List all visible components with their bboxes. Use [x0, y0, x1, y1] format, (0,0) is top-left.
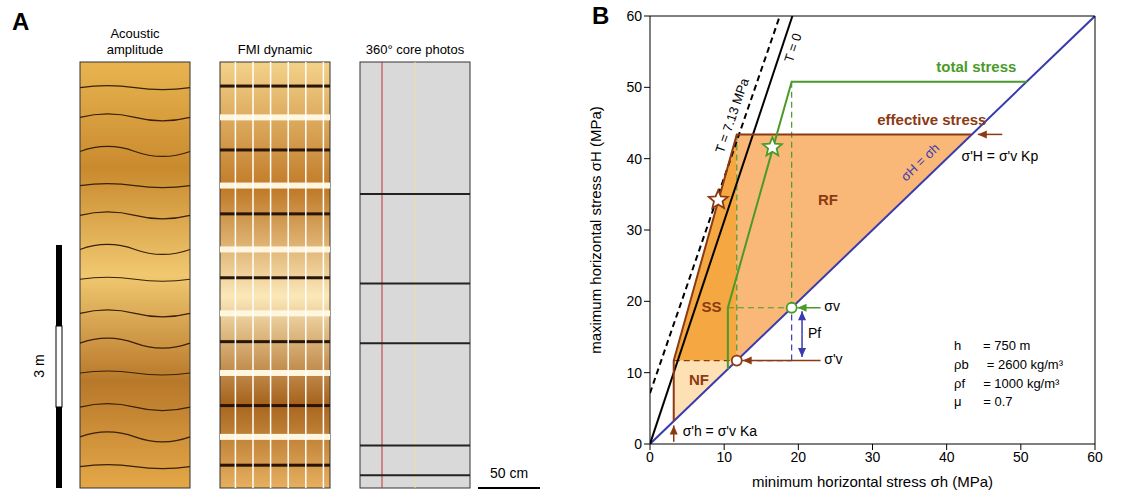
svg-text:10: 10 — [716, 449, 732, 465]
svg-text:50 cm: 50 cm — [490, 465, 528, 481]
svg-text:60: 60 — [626, 8, 642, 24]
svg-text:maximum horizontal stress σH (: maximum horizontal stress σH (MPa) — [587, 106, 604, 354]
svg-text:σv: σv — [824, 298, 840, 314]
svg-text:0: 0 — [646, 449, 654, 465]
svg-text:360° core photos: 360° core photos — [366, 42, 465, 57]
svg-text:Acousticamplitude: Acousticamplitude — [107, 26, 163, 57]
svg-text:40: 40 — [626, 151, 642, 167]
svg-text:μ = 0.7: μ = 0.7 — [954, 394, 1012, 409]
svg-text:σH = σh: σH = σh — [898, 140, 943, 184]
svg-text:50: 50 — [626, 79, 642, 95]
svg-text:50: 50 — [1013, 449, 1029, 465]
svg-text:σ'h = σ'v Ka: σ'h = σ'v Ka — [683, 423, 758, 439]
html-text:B: B — [592, 2, 610, 29]
svg-text:40: 40 — [939, 449, 955, 465]
svg-text:ρb = 2600 kg/m³: ρb = 2600 kg/m³ — [954, 357, 1064, 372]
svg-text:30: 30 — [626, 222, 642, 238]
svg-text:60: 60 — [1087, 449, 1103, 465]
svg-text:3 m: 3 m — [31, 354, 47, 377]
svg-text:NF: NF — [689, 371, 709, 388]
svg-text:minimum horizontal stress σh (: minimum horizontal stress σh (MPa) — [752, 473, 993, 490]
svg-text:σ'v: σ'v — [824, 351, 842, 367]
svg-text:Pf: Pf — [808, 325, 821, 341]
svg-text:20: 20 — [626, 293, 642, 309]
svg-text:h = 750 m: h = 750 m — [954, 338, 1030, 353]
svg-text:SS: SS — [702, 298, 722, 315]
svg-text:T = 7.13 MPa: T = 7.13 MPa — [712, 75, 752, 155]
svg-text:effective stress: effective stress — [877, 111, 986, 128]
svg-text:20: 20 — [791, 449, 807, 465]
svg-text:ρf = 1000 kg/m³: ρf = 1000 kg/m³ — [954, 376, 1060, 391]
svg-text:30: 30 — [865, 449, 881, 465]
svg-text:0: 0 — [634, 436, 642, 452]
svg-text:FMI dynamic: FMI dynamic — [238, 42, 313, 57]
svg-text:10: 10 — [626, 365, 642, 381]
svg-text:RF: RF — [818, 191, 838, 208]
svg-text:total stress: total stress — [936, 58, 1016, 75]
svg-text:A: A — [12, 8, 29, 35]
svg-text:T = 0: T = 0 — [781, 31, 805, 64]
svg-text:σ'H = σ'v Kp: σ'H = σ'v Kp — [962, 148, 1039, 164]
